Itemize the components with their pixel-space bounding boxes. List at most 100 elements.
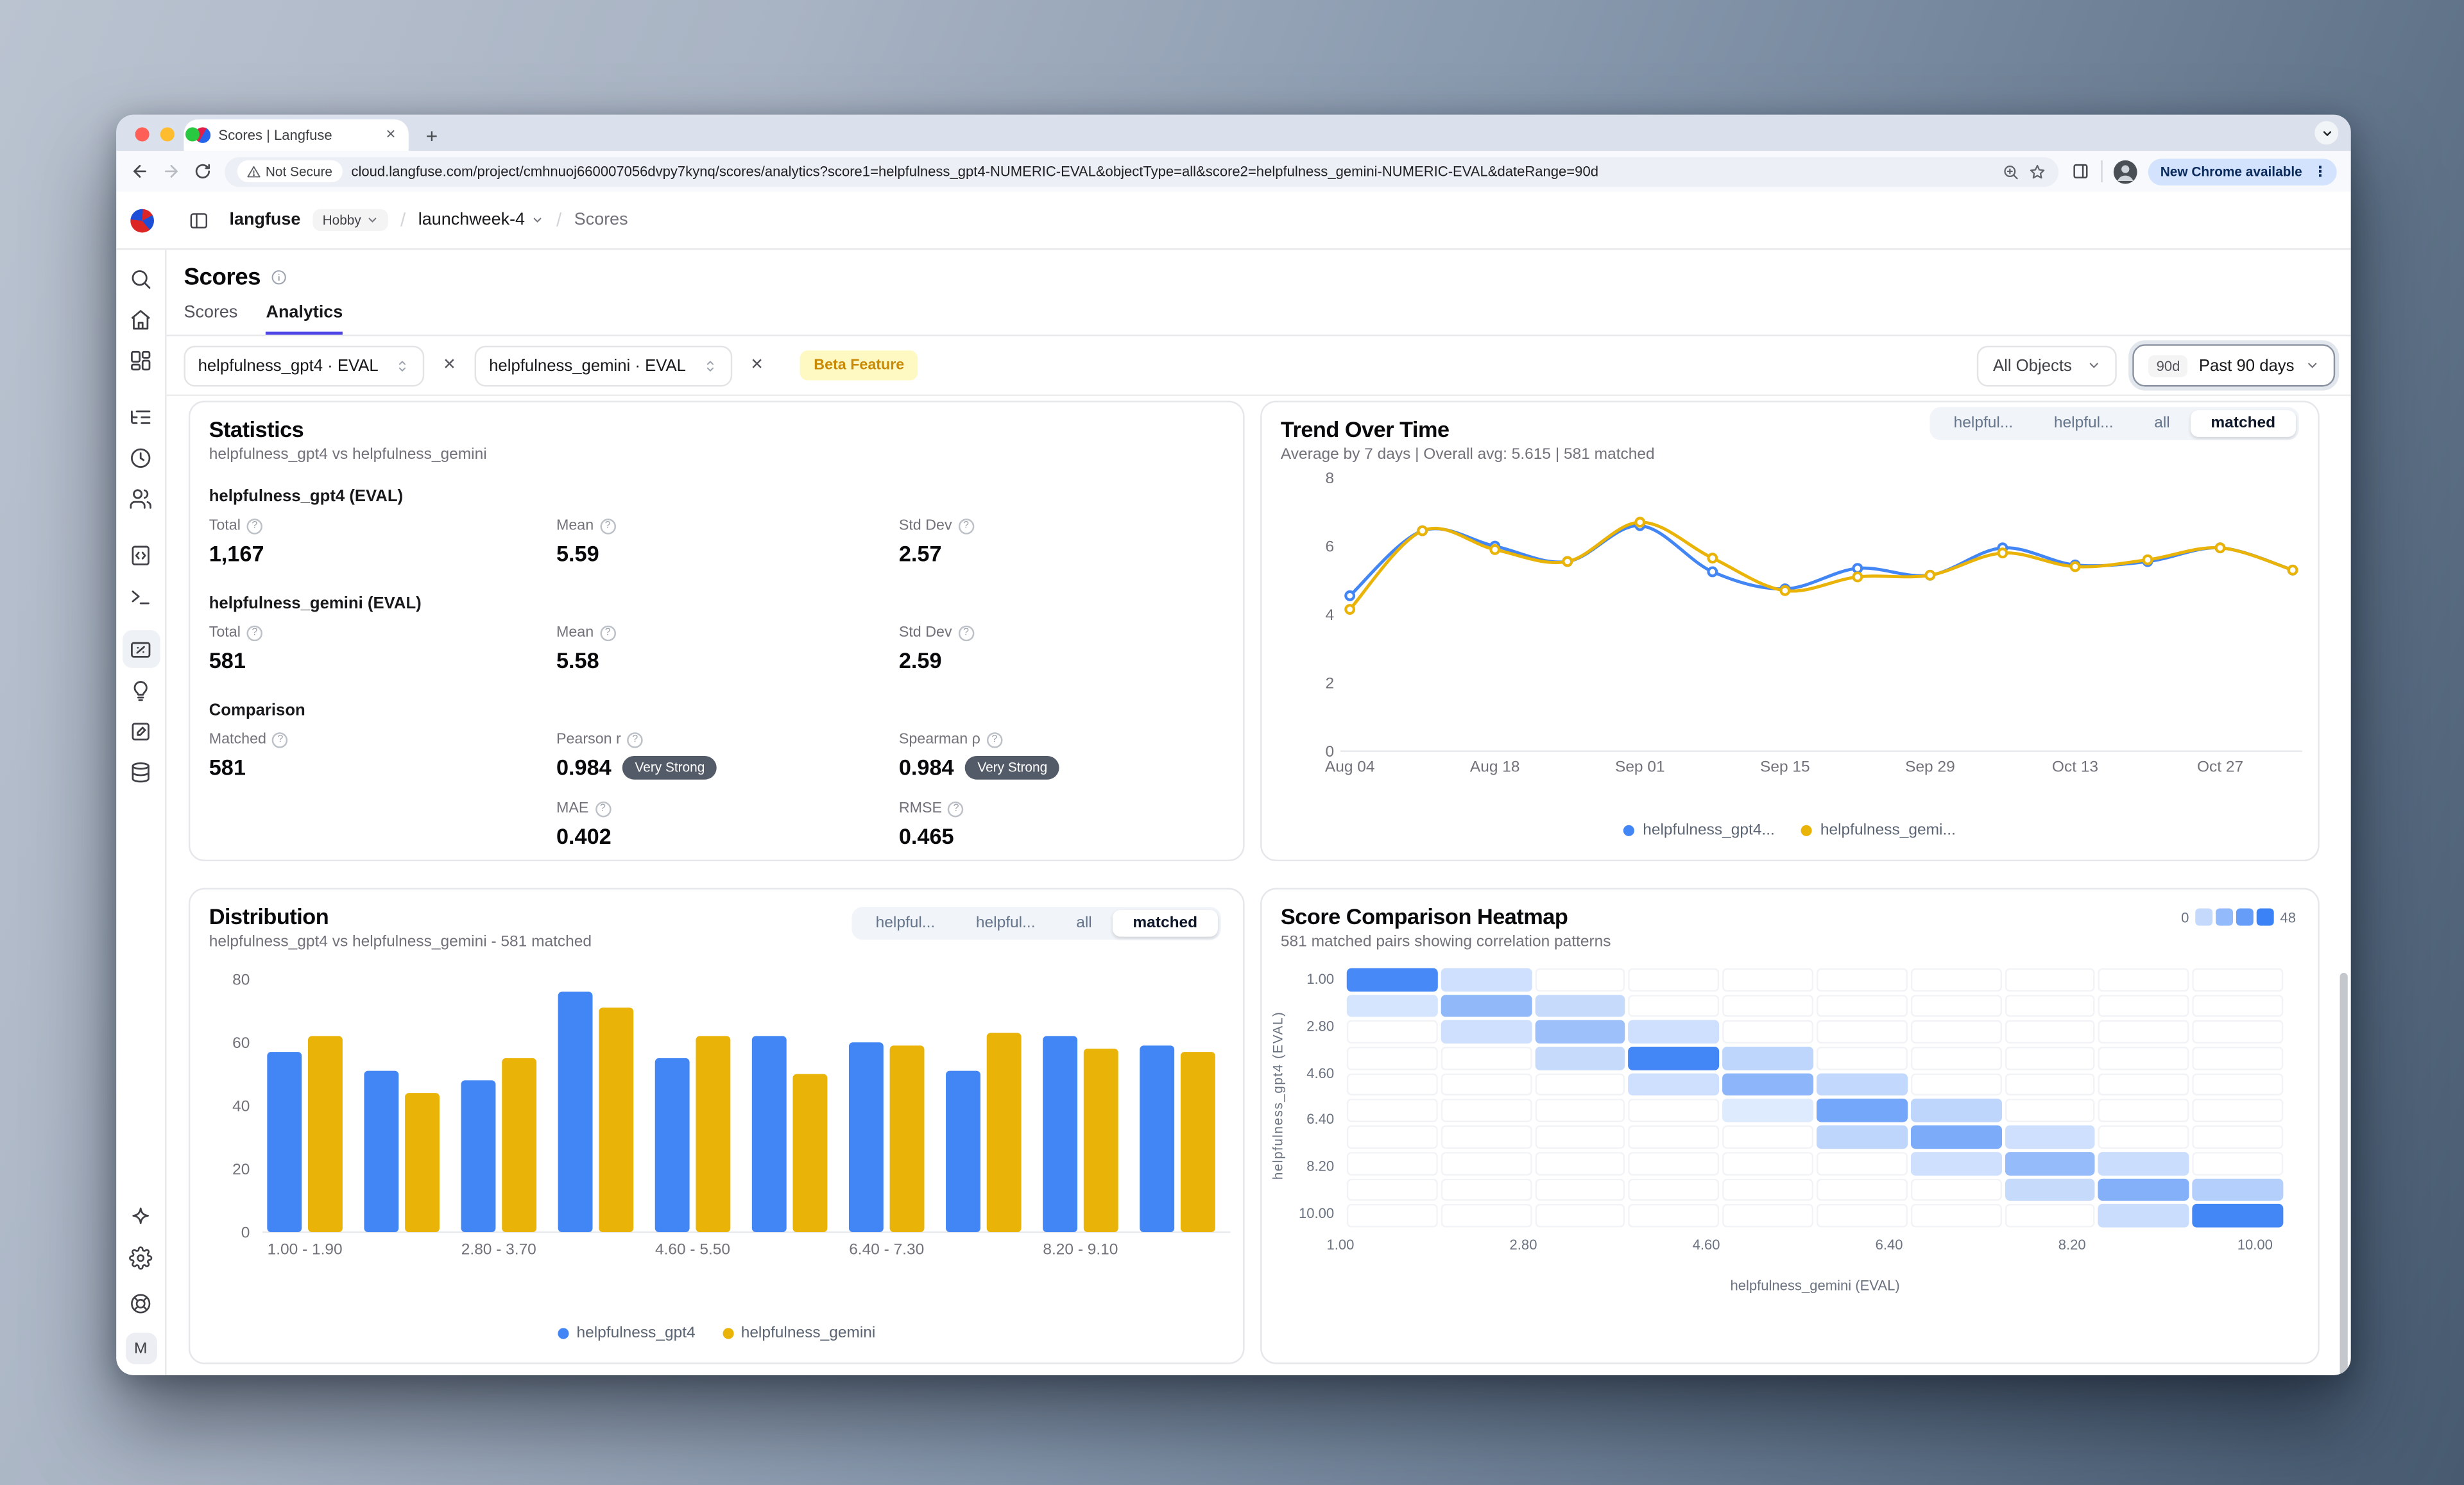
heatmap-cell[interactable]	[1534, 1020, 1626, 1044]
heatmap-cell[interactable]	[1346, 1151, 1438, 1175]
heatmap-cell[interactable]	[2004, 1047, 2096, 1070]
heatmap-cell[interactable]	[2098, 968, 2189, 991]
heatmap-cell[interactable]	[1346, 1099, 1438, 1123]
heatmap-cell[interactable]	[1722, 1047, 1814, 1070]
help-icon[interactable]: ?	[246, 517, 263, 534]
tab-scores[interactable]: Scores	[184, 303, 238, 323]
heatmap-cell[interactable]	[1534, 968, 1626, 991]
score2-remove-icon[interactable]: ✕	[750, 356, 764, 374]
heatmap-cell[interactable]	[2004, 1178, 2096, 1201]
heatmap-cell[interactable]	[1910, 1151, 2002, 1175]
tab-close-icon[interactable]: ✕	[385, 127, 397, 142]
user-avatar[interactable]: M	[124, 1332, 157, 1364]
help-icon[interactable]: ?	[948, 800, 964, 817]
heatmap-cell[interactable]	[2098, 1151, 2189, 1175]
heatmap-cell[interactable]	[1629, 1073, 1720, 1097]
minimize-window-button[interactable]	[160, 127, 175, 142]
heatmap-cell[interactable]	[1816, 1204, 1908, 1228]
prompts-icon[interactable]	[122, 536, 160, 574]
datasets-icon[interactable]	[122, 753, 160, 791]
heatmap-cell[interactable]	[1722, 1099, 1814, 1123]
not-secure-chip[interactable]: Not Secure	[237, 160, 342, 183]
sidebar-toggle-icon[interactable]	[189, 210, 209, 230]
heatmap-cell[interactable]	[1441, 1125, 1532, 1149]
bookmark-star-icon[interactable]	[2028, 162, 2046, 180]
heatmap-cell[interactable]	[1346, 994, 1438, 1018]
heatmap-cell[interactable]	[1441, 1020, 1532, 1044]
heatmap-cell[interactable]	[1910, 1204, 2002, 1228]
playground-icon[interactable]	[122, 577, 160, 615]
heatmap-cell[interactable]	[1441, 1099, 1532, 1123]
heatmap-cell[interactable]	[1629, 1178, 1720, 1201]
scores-icon[interactable]	[121, 630, 160, 668]
heatmap-cell[interactable]	[1629, 994, 1720, 1018]
dashboards-icon[interactable]	[122, 341, 160, 379]
heatmap-cell[interactable]	[2004, 1204, 2096, 1228]
score1-remove-icon[interactable]: ✕	[443, 356, 456, 374]
heatmap-cell[interactable]	[1816, 1151, 1908, 1175]
heatmap-cell[interactable]	[2192, 994, 2284, 1018]
heatmap-cell[interactable]	[1346, 1204, 1438, 1228]
close-window-button[interactable]	[135, 127, 150, 142]
legend-item[interactable]: helpfulness_gpt4...	[1623, 822, 1775, 839]
reload-icon[interactable]	[193, 162, 212, 180]
heatmap-cell[interactable]	[1910, 968, 2002, 991]
heatmap-cell[interactable]	[2098, 1178, 2189, 1201]
view-option-3[interactable]: matched	[1112, 909, 1218, 937]
heatmap-cell[interactable]	[1722, 1073, 1814, 1097]
heatmap-cell[interactable]	[1816, 1073, 1908, 1097]
object-type-select[interactable]: All Objects	[1977, 345, 2118, 386]
heatmap-cell[interactable]	[1346, 1178, 1438, 1201]
heatmap-cell[interactable]	[1441, 1073, 1532, 1097]
view-option-1[interactable]: helpful...	[975, 914, 1036, 932]
heatmap-cell[interactable]	[2192, 1047, 2284, 1070]
heatmap-cell[interactable]	[1910, 1099, 2002, 1123]
heatmap-cell[interactable]	[1534, 1073, 1626, 1097]
heatmap-cell[interactable]	[1629, 1047, 1720, 1070]
heatmap-cell[interactable]	[1534, 994, 1626, 1018]
heatmap-cell[interactable]	[1722, 1125, 1814, 1149]
heatmap-cell[interactable]	[1534, 1151, 1626, 1175]
heatmap-cell[interactable]	[1534, 1099, 1626, 1123]
view-option-3[interactable]: matched	[2190, 410, 2296, 437]
heatmap-cell[interactable]	[1346, 1073, 1438, 1097]
heatmap-cell[interactable]	[2098, 1047, 2189, 1070]
plan-badge[interactable]: Hobby	[312, 209, 388, 232]
heatmap-cell[interactable]	[2004, 1020, 2096, 1044]
heatmap-cell[interactable]	[1910, 1047, 2002, 1070]
help-icon[interactable]: ?	[272, 732, 289, 748]
support-lifebuoy-icon[interactable]	[122, 1284, 160, 1322]
legend-item[interactable]: helpfulness_gemini	[722, 1325, 875, 1342]
view-option-0[interactable]: helpful...	[1953, 415, 2014, 433]
heatmap-cell[interactable]	[2192, 1178, 2284, 1201]
tab-search-chevron-icon[interactable]	[2314, 121, 2339, 145]
heatmap-cell[interactable]	[1629, 1125, 1720, 1149]
heatmap-cell[interactable]	[1722, 1151, 1814, 1175]
heatmap-cell[interactable]	[1722, 968, 1814, 991]
view-option-1[interactable]: helpful...	[2053, 415, 2114, 433]
zoom-page-icon[interactable]	[2001, 162, 2019, 180]
users-icon[interactable]	[122, 479, 160, 517]
view-option-2[interactable]: all	[2154, 415, 2170, 433]
legend-item[interactable]: helpfulness_gemi...	[1801, 822, 1956, 839]
heatmap-cell[interactable]	[1441, 1178, 1532, 1201]
sessions-icon[interactable]	[122, 438, 160, 476]
heatmap-cell[interactable]	[1910, 1020, 2002, 1044]
help-icon[interactable]: ?	[986, 732, 1003, 748]
annotation-icon[interactable]	[122, 712, 160, 750]
tracing-icon[interactable]	[122, 398, 160, 436]
heatmap-cell[interactable]	[1910, 994, 2002, 1018]
heatmap-cell[interactable]	[1816, 1099, 1908, 1123]
view-option-2[interactable]: all	[1076, 914, 1092, 932]
heatmap-cell[interactable]	[2004, 1073, 2096, 1097]
heatmap-cell[interactable]	[1441, 1151, 1532, 1175]
heatmap-cell[interactable]	[1346, 968, 1438, 991]
heatmap-cell[interactable]	[2004, 1151, 2096, 1175]
heatmap-cell[interactable]	[1534, 1047, 1626, 1070]
score2-select[interactable]: helpfulness_gemini · EVAL	[475, 345, 732, 386]
help-icon[interactable]: ?	[599, 624, 616, 640]
home-icon[interactable]	[122, 300, 160, 338]
heatmap-cell[interactable]	[1346, 1125, 1438, 1149]
heatmap-cell[interactable]	[2192, 1151, 2284, 1175]
new-tab-button[interactable]: +	[425, 124, 438, 148]
